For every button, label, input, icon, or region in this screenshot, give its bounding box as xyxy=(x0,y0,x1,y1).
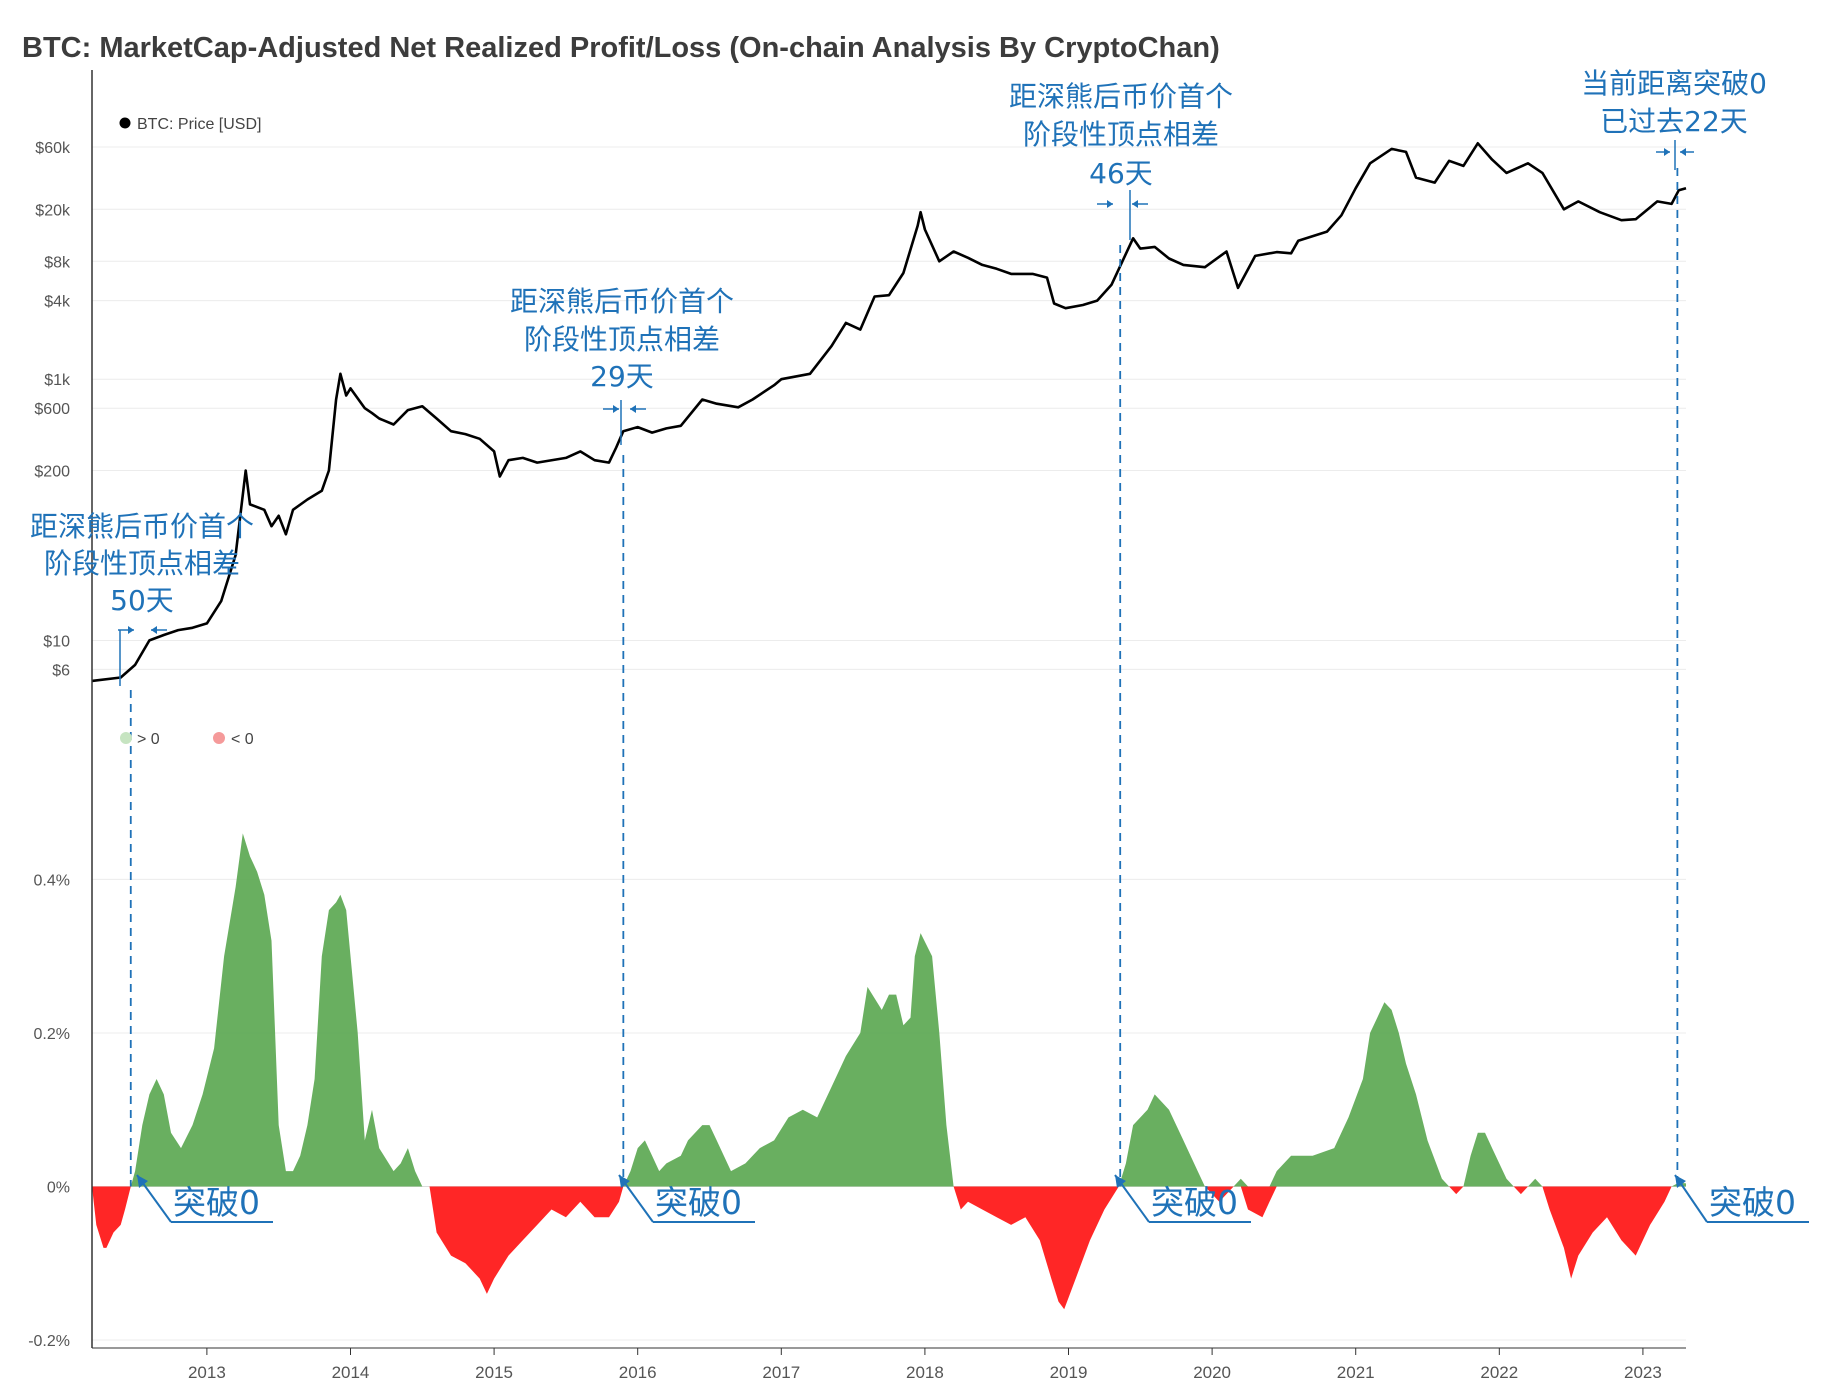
nupl-y-tick-label: 0% xyxy=(47,1179,70,1196)
nupl-area-layer xyxy=(92,833,1686,1310)
x-tick-label: 2017 xyxy=(762,1363,800,1382)
positive-legend-label: > 0 xyxy=(137,731,160,748)
x-tick-label: 2020 xyxy=(1193,1363,1231,1382)
nupl-legend: > 0 < 0 xyxy=(120,731,254,748)
x-tick-label: 2016 xyxy=(619,1363,657,1382)
breakout-vline-layer xyxy=(129,168,1679,1187)
price-y-tick-label: $10 xyxy=(43,633,70,650)
positive-legend-marker xyxy=(120,732,132,744)
x-tick-label: 2023 xyxy=(1624,1363,1662,1382)
annotation-2016-line3: 29天 xyxy=(590,360,654,393)
breakout-label-2023: 突破0 xyxy=(1709,1183,1796,1222)
annotation-2019-arrowhead-right xyxy=(1132,200,1138,208)
nupl-positive-area xyxy=(92,833,1686,1187)
breakout-callout-2019-arrowhead xyxy=(1115,1175,1126,1188)
annotation-2023: 当前距离突破0 已过去22天 xyxy=(1581,67,1767,170)
annotation-2016: 距深熊后币价首个 阶段性顶点相差 29天 xyxy=(510,285,734,445)
btc-price-line xyxy=(91,142,1687,683)
annotation-2012-line2: 阶段性顶点相差 xyxy=(44,547,240,580)
breakout-label-2012: 突破0 xyxy=(173,1183,260,1222)
annotation-2016-arrowhead-right xyxy=(630,405,636,413)
nupl-y-tick-label: 0.4% xyxy=(34,872,70,889)
chart-title: BTC: MarketCap-Adjusted Net Realized Pro… xyxy=(22,32,1220,64)
price-y-tick-label: $1k xyxy=(44,372,71,389)
price-legend-label: BTC: Price [USD] xyxy=(137,116,261,133)
annotation-2012: 距深熊后币价首个 阶段性顶点相差 50天 xyxy=(30,510,254,686)
x-tick-label: 2022 xyxy=(1480,1363,1518,1382)
annotation-2023-arrowhead-right xyxy=(1680,148,1686,156)
x-tick-label: 2015 xyxy=(475,1363,513,1382)
annotation-2019-line1: 距深熊后币价首个 xyxy=(1009,80,1233,113)
negative-legend-marker xyxy=(213,732,225,744)
breakout-callout-2012: 突破0 xyxy=(136,1174,273,1223)
nupl-y-tick-label: -0.2% xyxy=(28,1333,70,1350)
tick-layer: $60k $20k $8k $4k $1k $600 $200 $10 $6 0.4% 0.2% 0%… xyxy=(28,140,1662,1382)
annotation-2019-line3: 46天 xyxy=(1089,157,1153,190)
breakout-label-2016: 突破0 xyxy=(655,1183,742,1222)
price-y-tick-label: $200 xyxy=(34,464,70,481)
price-y-tick-label: $6 xyxy=(52,662,70,679)
annotation-2016-line1: 距深熊后币价首个 xyxy=(510,285,734,318)
x-tick-label: 2018 xyxy=(906,1363,944,1382)
annotation-2012-arrowhead-right xyxy=(151,626,157,634)
x-tick-label: 2014 xyxy=(332,1363,370,1382)
price-y-tick-label: $60k xyxy=(35,140,71,157)
breakout-callout-2023: 突破0 xyxy=(1674,1174,1809,1223)
annotation-2023-line2: 已过去22天 xyxy=(1600,105,1748,138)
price-line-layer xyxy=(91,142,1687,683)
annotation-2016-line2: 阶段性顶点相差 xyxy=(524,323,720,356)
annotation-2023-line1: 当前距离突破0 xyxy=(1581,67,1767,100)
breakout-label-2019: 突破0 xyxy=(1151,1183,1238,1222)
price-y-tick-label: $600 xyxy=(34,401,70,418)
annotation-2023-arrowhead-left xyxy=(1664,148,1670,156)
price-y-tick-label: $8k xyxy=(44,254,71,271)
annotation-2019-arrowhead-left xyxy=(1107,200,1113,208)
price-y-tick-label: $20k xyxy=(35,202,71,219)
price-legend: BTC: Price [USD] xyxy=(119,116,261,133)
breakout-callout-2019: 突破0 xyxy=(1114,1174,1251,1223)
annotation-2012-line1: 距深熊后币价首个 xyxy=(30,510,254,543)
annotation-2019: 距深熊后币价首个 阶段性顶点相差 46天 xyxy=(1009,80,1233,240)
breakout-callout-2016: 突破0 xyxy=(618,1174,755,1223)
nupl-y-tick-label: 0.2% xyxy=(34,1026,70,1043)
x-tick-label: 2013 xyxy=(188,1363,226,1382)
x-tick-label: 2021 xyxy=(1337,1363,1375,1382)
price-legend-marker xyxy=(119,117,131,129)
nupl-negative-area xyxy=(92,1186,1686,1310)
breakout-callout-2016-arrowhead xyxy=(619,1175,630,1188)
annotation-2012-line3: 50天 xyxy=(110,584,174,617)
breakout-callout-2012-arrowhead xyxy=(137,1175,148,1188)
annotation-2016-arrowhead-left xyxy=(613,405,619,413)
price-y-tick-label: $4k xyxy=(44,294,71,311)
axis-layer xyxy=(91,70,1686,1349)
annotation-2012-arrowhead-left xyxy=(128,626,134,634)
breakout-callout-2023-arrowhead xyxy=(1675,1175,1686,1188)
x-tick-label: 2019 xyxy=(1050,1363,1088,1382)
annotation-2019-line2: 阶段性顶点相差 xyxy=(1023,118,1219,151)
negative-legend-label: < 0 xyxy=(231,731,254,748)
